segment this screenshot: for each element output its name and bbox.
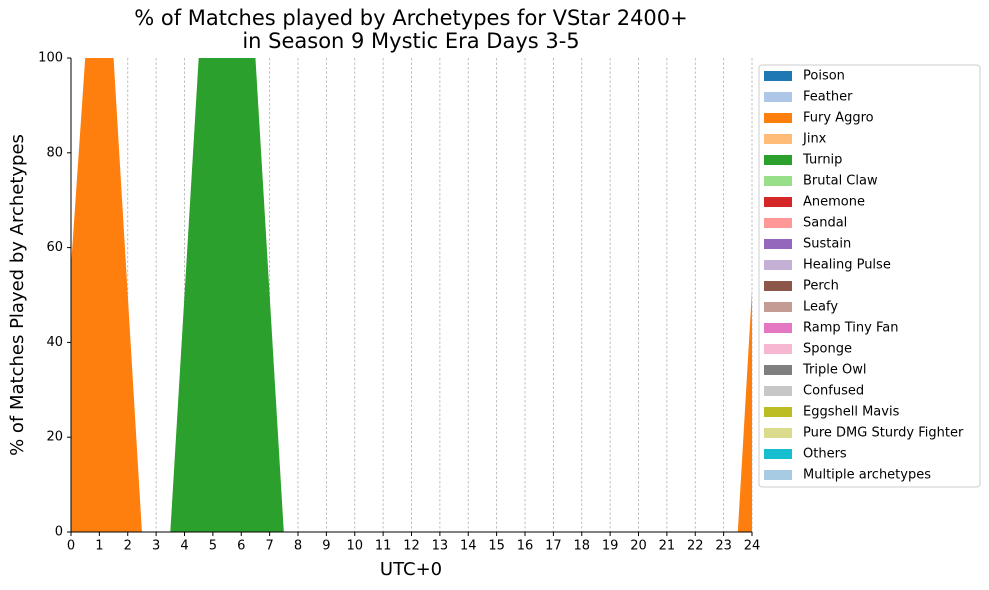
legend-label: Anemone bbox=[803, 195, 865, 210]
legend-label: Ramp Tiny Fan bbox=[803, 321, 898, 336]
x-tick-label: 5 bbox=[209, 539, 217, 554]
legend-label: Healing Pulse bbox=[803, 258, 891, 273]
legend-label: Brutal Claw bbox=[803, 174, 878, 189]
y-tick-label: 20 bbox=[46, 430, 63, 445]
x-tick-label: 3 bbox=[152, 539, 160, 554]
legend-swatch bbox=[764, 449, 792, 459]
legend-swatch bbox=[764, 218, 792, 228]
legend-swatch bbox=[764, 176, 792, 186]
legend-label: Feather bbox=[803, 90, 853, 105]
x-axis-label: UTC+0 bbox=[380, 559, 442, 580]
legend-swatch bbox=[764, 365, 792, 375]
legend-swatch bbox=[764, 260, 792, 270]
legend-label: Others bbox=[803, 447, 847, 462]
x-tick-label: 16 bbox=[517, 539, 534, 554]
legend-label: Leafy bbox=[803, 300, 838, 315]
legend-label: Confused bbox=[803, 384, 864, 399]
x-tick-label: 9 bbox=[322, 539, 330, 554]
y-tick-label: 0 bbox=[55, 525, 63, 540]
x-tick-label: 23 bbox=[715, 539, 732, 554]
x-tick-label: 21 bbox=[659, 539, 676, 554]
x-tick-label: 20 bbox=[630, 539, 647, 554]
legend-label: Jinx bbox=[802, 132, 827, 147]
y-axis-label: % of Matches Played by Archetypes bbox=[7, 134, 28, 456]
x-tick-label: 8 bbox=[294, 539, 302, 554]
legend-label: Turnip bbox=[802, 153, 842, 168]
x-tick-label: 17 bbox=[545, 539, 562, 554]
x-tick-label: 10 bbox=[346, 539, 363, 554]
x-tick-label: 12 bbox=[403, 539, 420, 554]
x-tick-label: 19 bbox=[602, 539, 619, 554]
x-tick-label: 24 bbox=[744, 539, 761, 554]
legend-swatch bbox=[764, 323, 792, 333]
x-tick-label: 7 bbox=[265, 539, 273, 554]
chart-title: % of Matches played by Archetypes for VS… bbox=[134, 6, 688, 30]
x-tick-label: 11 bbox=[375, 539, 392, 554]
y-tick-label: 40 bbox=[46, 335, 63, 350]
legend-swatch bbox=[764, 155, 792, 165]
legend-label: Sustain bbox=[803, 237, 851, 252]
legend-swatch bbox=[764, 344, 792, 354]
legend-swatch bbox=[764, 407, 792, 417]
x-tick-label: 22 bbox=[687, 539, 704, 554]
x-tick-label: 15 bbox=[488, 539, 505, 554]
legend-swatch bbox=[764, 92, 792, 102]
x-tick-label: 18 bbox=[573, 539, 590, 554]
legend-label: Multiple archetypes bbox=[803, 468, 931, 483]
legend-swatch bbox=[764, 197, 792, 207]
legend-label: Fury Aggro bbox=[803, 111, 874, 126]
legend-label: Eggshell Mavis bbox=[803, 405, 900, 420]
area bbox=[71, 58, 752, 532]
legend-swatch bbox=[764, 113, 792, 123]
legend-label: Pure DMG Sturdy Fighter bbox=[803, 426, 964, 441]
y-tick-label: 60 bbox=[46, 240, 63, 255]
x-tick-label: 4 bbox=[180, 539, 188, 554]
x-tick-label: 2 bbox=[124, 539, 132, 554]
legend-box bbox=[758, 64, 981, 488]
legend-swatch bbox=[764, 239, 792, 249]
y-tick-label: 100 bbox=[38, 51, 63, 66]
x-tick-label: 13 bbox=[432, 539, 449, 554]
legend-label: Poison bbox=[803, 69, 845, 84]
legend-swatch bbox=[764, 428, 792, 438]
legend-swatch bbox=[764, 302, 792, 312]
chart-title: in Season 9 Mystic Era Days 3-5 bbox=[242, 29, 579, 53]
x-tick-label: 14 bbox=[460, 539, 477, 554]
legend-swatch bbox=[764, 134, 792, 144]
y-tick-label: 80 bbox=[46, 145, 63, 160]
x-tick-label: 1 bbox=[95, 539, 103, 554]
legend-label: Sandal bbox=[803, 216, 847, 231]
legend-swatch bbox=[764, 71, 792, 81]
x-tick-label: 0 bbox=[67, 539, 75, 554]
legend-label: Triple Owl bbox=[802, 363, 866, 378]
x-tick-label: 6 bbox=[237, 539, 245, 554]
legend-label: Perch bbox=[803, 279, 839, 294]
legend-label: Sponge bbox=[803, 342, 852, 357]
legend-swatch bbox=[764, 386, 792, 396]
legend-swatch bbox=[764, 470, 792, 480]
legend-swatch bbox=[764, 281, 792, 291]
